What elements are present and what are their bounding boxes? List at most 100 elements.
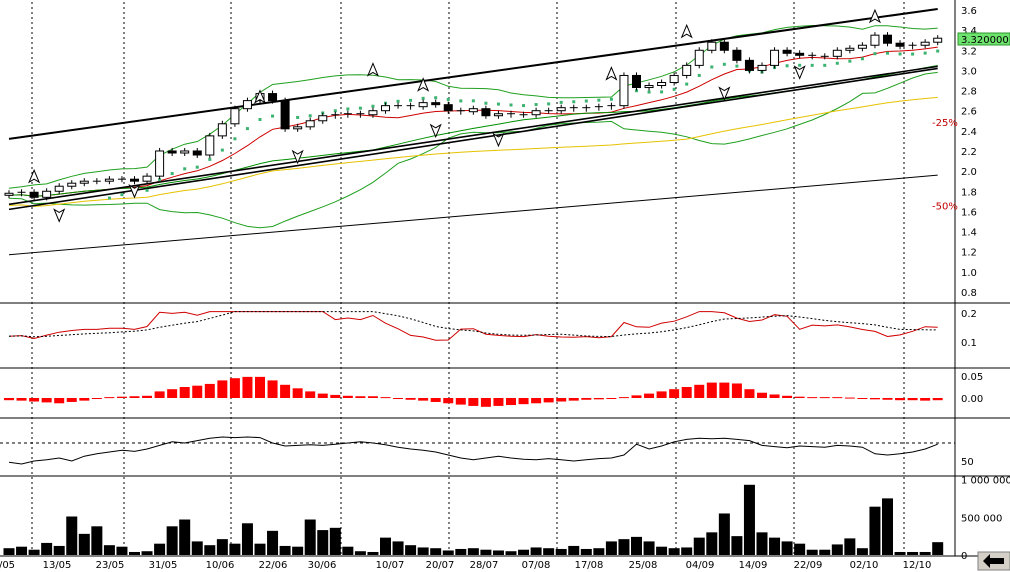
signal-down-arrow-icon [793, 65, 806, 80]
candle-body [719, 41, 729, 51]
histogram-bar [807, 397, 818, 399]
parabolic-sar-dot [183, 167, 187, 171]
histogram-bar [706, 382, 717, 398]
parabolic-sar-dot [572, 100, 576, 104]
y-tick-label: 1 000 000 [961, 476, 1010, 487]
parabolic-sar-dot [873, 52, 877, 56]
histogram-bar [79, 398, 90, 401]
x-tick-label: 14/09 [739, 560, 768, 571]
candle-body [933, 37, 943, 43]
histogram-bar [581, 398, 592, 400]
histogram-bar [330, 394, 341, 398]
candle-body [883, 34, 892, 44]
candle-body [770, 49, 780, 66]
candle-body [644, 85, 654, 89]
volume-bar [279, 545, 291, 555]
y-tick-label: 50 [961, 457, 974, 468]
histogram-bar [506, 398, 516, 406]
y-tick-label: 3.0 [961, 66, 977, 77]
parabolic-sar-dot [346, 107, 350, 111]
parabolic-sar-dot [584, 99, 588, 103]
volume-bar [756, 532, 768, 555]
volume-bar [919, 551, 931, 555]
histogram-bar [255, 376, 265, 398]
candle-body [757, 64, 767, 71]
histogram-bar [869, 398, 880, 400]
candle-body [242, 100, 252, 110]
histogram-bar [367, 396, 378, 398]
candle-body [832, 49, 842, 57]
histogram-bar [531, 398, 542, 404]
histogram-bar [782, 395, 793, 398]
volume-bar [66, 516, 78, 555]
parabolic-sar-dot [296, 115, 300, 119]
histogram-bar [355, 396, 366, 398]
x-tick-label: 13/05 [43, 560, 72, 571]
candle-body [167, 150, 177, 154]
candle-body [268, 93, 278, 102]
candle-body [79, 180, 89, 184]
candle-body [694, 49, 704, 66]
candle-body [431, 102, 441, 106]
candle-body [556, 107, 566, 112]
histogram-bar [719, 382, 730, 398]
volume-bar [480, 549, 492, 555]
parabolic-sar-dot [484, 101, 488, 105]
parabolic-sar-dot [233, 137, 237, 141]
candle-body [493, 113, 503, 117]
candle-body [4, 192, 14, 196]
histogram-bar [568, 398, 579, 401]
y-tick-label: 0.05 [961, 372, 983, 383]
parabolic-sar-dot [660, 90, 664, 94]
signal-down-arrow-icon [429, 123, 442, 139]
volume-bar [116, 546, 128, 555]
moving-average-yellow-line [8, 96, 938, 207]
parabolic-sar-dot [358, 106, 362, 110]
volume-bar [693, 537, 705, 555]
candle-body [42, 190, 52, 198]
volume-bar [932, 542, 944, 555]
x-tick-label: 02/10 [850, 560, 879, 571]
volume-bar [543, 548, 555, 555]
parabolic-sar-dot [271, 114, 275, 118]
volume-bar [668, 548, 680, 555]
resistance-trendline [8, 8, 938, 140]
histogram-bar [280, 384, 291, 398]
parabolic-sar-dot [559, 100, 563, 104]
candle-body [67, 182, 77, 187]
volume-bar [869, 506, 881, 555]
volume-bar [53, 545, 65, 555]
arrow-left-icon [983, 554, 1004, 568]
histogram-bar [480, 398, 491, 407]
histogram-bar [4, 398, 14, 401]
histogram-bar [41, 398, 52, 403]
histogram-bar [844, 397, 855, 399]
indicator-1-panel [8, 311, 938, 341]
volume-bar [254, 543, 266, 555]
parabolic-sar-dot [509, 103, 513, 107]
x-tick-label: 04/09 [686, 560, 715, 571]
candle-body [669, 74, 679, 84]
histogram-bar [857, 398, 868, 399]
histogram-bar [242, 376, 253, 398]
volume-bar [367, 551, 379, 555]
histogram-bar [104, 397, 115, 399]
candle-body [381, 105, 390, 112]
signal-up-arrow-icon [28, 168, 41, 184]
scroll-left-button[interactable] [977, 551, 1010, 571]
volume-bar [530, 547, 542, 555]
volume-bar [16, 546, 28, 555]
y-tick-label: 0.8 [961, 288, 977, 299]
histogram-bar [29, 398, 40, 402]
parabolic-sar-dot [459, 99, 463, 103]
histogram-bar [116, 396, 127, 398]
volume-bar [216, 539, 228, 555]
candle-body [795, 52, 805, 56]
time-grid [31, 2, 905, 556]
parabolic-sar-dot [710, 65, 714, 69]
parabolic-sar-dot [145, 188, 149, 192]
parabolic-sar-dot [685, 82, 689, 86]
y-tick-label: 1.4 [961, 228, 977, 239]
x-tick-label: 12/10 [903, 560, 932, 571]
